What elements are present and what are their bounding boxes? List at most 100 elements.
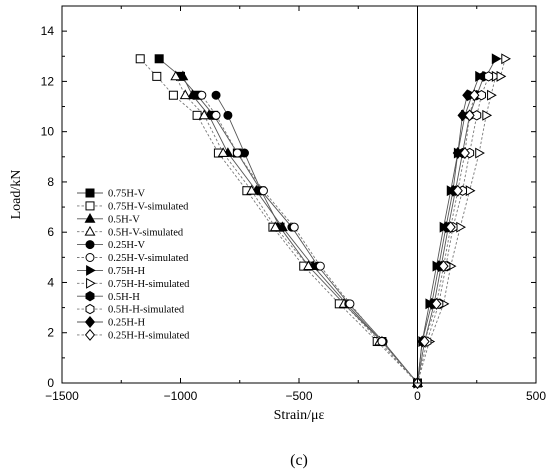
figure-caption: (c) [290, 452, 308, 469]
series-line [417, 58, 506, 384]
legend-label: 0.75H-V [108, 189, 145, 200]
data-point [135, 54, 145, 64]
y-tick-label: 0 [47, 376, 54, 390]
legend-entry: 0.25H-H [77, 316, 145, 329]
data-point [477, 90, 486, 101]
legend-entry: 0.5H-H [77, 291, 140, 303]
legend-label: 0.5H-H [108, 292, 140, 303]
data-point [197, 90, 207, 100]
x-tick-label: 500 [526, 389, 546, 403]
y-tick-label: 4 [47, 275, 54, 289]
legend-entry: 0.25H-V-simulated [77, 253, 189, 264]
data-point [431, 297, 442, 310]
data-point [475, 147, 485, 159]
data-point [377, 337, 387, 347]
data-point [177, 70, 189, 81]
data-point [484, 71, 494, 82]
legend-label: 0.25H-V-simulated [108, 253, 189, 264]
legend-marker [84, 225, 96, 236]
data-point [491, 53, 502, 65]
data-point [217, 147, 229, 157]
series-line [182, 76, 418, 384]
y-tick-label: 8 [47, 175, 54, 189]
data-point [276, 221, 288, 232]
data-point [464, 109, 475, 122]
data-point [345, 299, 355, 309]
data-point [258, 186, 268, 196]
y-axis-title: Load/kN [9, 170, 24, 220]
y-tick-label: 14 [41, 24, 55, 38]
data-point [501, 53, 512, 65]
legend-entry: 0.5H-V [77, 212, 140, 225]
x-axis-title: Strain/με [274, 408, 325, 423]
axes: −1500 −1000 −500 0 500 0 2 4 6 8 10 12 14 [41, 5, 546, 403]
legend-label: 0.75H-H-simulated [108, 279, 190, 290]
data-point [198, 109, 210, 120]
legend-marker [86, 277, 96, 289]
legend-marker [84, 316, 96, 328]
series-line [417, 76, 490, 384]
legend-entry: 0.75H-H [77, 264, 145, 277]
data-point [487, 89, 497, 101]
data-point [168, 90, 178, 100]
data-point [482, 109, 493, 121]
series-line [417, 76, 485, 384]
x-tick-label: 0 [414, 389, 421, 403]
data-point [457, 109, 468, 122]
data-point [445, 221, 456, 234]
data-point [232, 148, 242, 158]
data-point [419, 335, 430, 348]
data-point [269, 221, 281, 232]
legend-label: 0.75H-V-simulated [108, 202, 189, 213]
legend-label: 0.25H-H-simulated [108, 331, 190, 342]
legend-label: 0.5H-V-simulated [108, 227, 184, 238]
x-tick-label: −1000 [164, 389, 198, 403]
data-point [211, 90, 221, 100]
legend-marker [85, 201, 95, 211]
y-tick-label: 10 [41, 125, 55, 139]
data-point [315, 261, 325, 271]
y-tick-label: 6 [47, 225, 54, 239]
data-point [496, 70, 507, 82]
data-point [170, 70, 182, 81]
data-point [452, 147, 463, 160]
data-point [459, 147, 470, 160]
legend-marker [85, 188, 95, 198]
legend-marker [85, 291, 95, 302]
data-point [186, 89, 198, 100]
series-025h-v-simulated [197, 90, 422, 388]
legend-label: 0.25H-V [108, 240, 145, 251]
data-point [152, 71, 162, 81]
data-point [211, 110, 221, 120]
legend-label: 0.5H-H-simulated [108, 305, 185, 316]
legend-marker [84, 328, 96, 341]
data-point [154, 54, 164, 64]
legend-label: 0.75H-H [108, 266, 145, 277]
data-point [179, 89, 191, 100]
data-point [456, 221, 466, 233]
data-point [452, 184, 463, 197]
data-point [246, 184, 258, 195]
series-line [175, 76, 418, 384]
data-point [462, 89, 473, 102]
x-tick-label: −1500 [45, 389, 79, 403]
legend-marker [85, 303, 95, 315]
legend-entry: 0.25H-H-simulated [77, 328, 190, 342]
series-group [135, 53, 512, 389]
legend-marker [85, 240, 95, 250]
data-point [223, 110, 233, 120]
legend-entry: 0.75H-V [77, 188, 145, 200]
data-point [303, 260, 314, 271]
legend-entry: 0.5H-V-simulated [77, 225, 184, 238]
legend-marker [85, 253, 95, 262]
y-tick-label: 2 [47, 326, 54, 340]
legend-marker [84, 212, 96, 223]
data-point [438, 260, 449, 273]
legend-label: 0.25H-H [108, 318, 145, 329]
series-025h-v [211, 90, 422, 388]
series-line [158, 58, 418, 384]
legend-entry: 0.5H-H-simulated [77, 303, 185, 316]
data-point [472, 110, 482, 121]
